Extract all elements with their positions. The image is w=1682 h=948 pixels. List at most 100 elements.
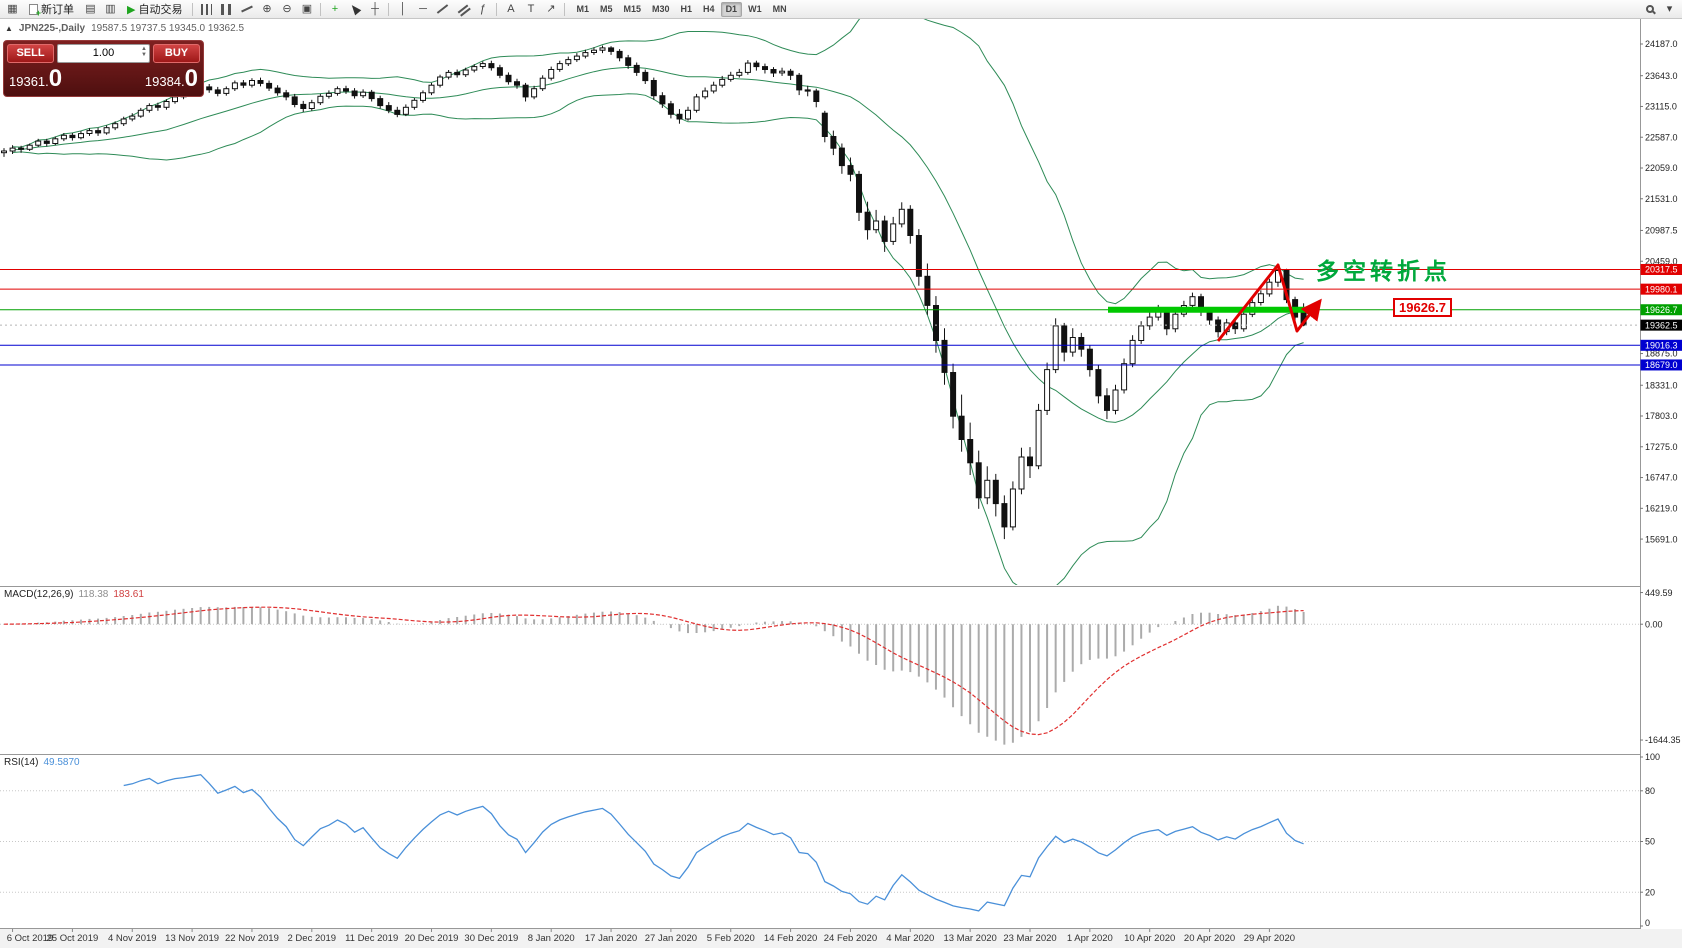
tile-windows-icon[interactable]: ▣ [301,2,313,15]
svg-text:19626.7: 19626.7 [1645,305,1678,315]
volume-value: 1.00 [92,47,115,59]
zoom-out-icon[interactable]: ⊖ [282,2,292,15]
channel-icon[interactable] [453,1,472,18]
rsi-indicator-label: RSI(14) 49.5870 [4,757,80,768]
svg-text:0: 0 [1645,918,1650,928]
svg-text:4 Nov 2019: 4 Nov 2019 [108,933,157,944]
chart-title: ▲ JPN225-,Daily 19587.5 19737.5 19345.0 … [5,23,244,34]
one-click-collapse-icon[interactable]: ▲ [5,24,13,33]
svg-text:17803.0: 17803.0 [1645,411,1678,421]
arrows-icon[interactable]: ↗ [546,2,556,15]
svg-text:24 Feb 2020: 24 Feb 2020 [824,933,877,944]
svg-text:13 Mar 2020: 13 Mar 2020 [943,933,996,944]
svg-text:1 Apr 2020: 1 Apr 2020 [1067,933,1113,944]
search-icon[interactable] [1640,1,1659,18]
autotrading-button[interactable]: ▶ 自动交易 [127,3,183,17]
chart-ohlc-values: 19587.5 19737.5 19345.0 19362.5 [91,23,245,34]
svg-text:20: 20 [1645,887,1655,897]
turning-point-annotation[interactable]: 多空转折点 [1316,258,1451,284]
price-level-tag[interactable]: 19626.7 [1393,298,1452,317]
timeframe-buttons: M1 M5 M15 M30 H1 H4 D1 W1 MN [571,1,791,17]
one-click-trading-panel: SELL 1.00 ▲ ▼ BUY 19361.0 19384.0 [3,40,204,97]
chart-profiles-icon[interactable]: ▤ [85,2,96,15]
text-label-icon[interactable]: T [527,2,535,15]
timeframe-m5[interactable]: M5 [599,3,613,14]
trend-arrow [1216,263,1322,342]
svg-text:23 Mar 2020: 23 Mar 2020 [1003,933,1056,944]
text-icon[interactable]: A [507,2,515,15]
sell-price[interactable]: 19361.0 [9,65,63,92]
svg-text:16219.0: 16219.0 [1645,504,1678,514]
macd-signal-value: 183.61 [113,589,144,600]
svg-text:23643.0: 23643.0 [1645,71,1678,81]
svg-text:15691.0: 15691.0 [1645,534,1678,544]
new-order-button[interactable]: 新订单 [23,1,80,18]
svg-text:80: 80 [1645,786,1655,796]
svg-text:8 Jan 2020: 8 Jan 2020 [528,933,575,944]
svg-text:10 Apr 2020: 10 Apr 2020 [1124,933,1175,944]
timeframe-d1[interactable]: D1 [720,1,743,17]
buy-price[interactable]: 19384.0 [144,65,198,92]
bar-chart-icon[interactable] [197,1,216,18]
svg-text:20987.5: 20987.5 [1645,226,1678,236]
svg-text:6 Oct 2019: 6 Oct 2019 [7,933,53,944]
macd-main-value: 118.38 [78,589,109,600]
svg-text:449.59: 449.59 [1645,588,1673,598]
svg-text:22059.0: 22059.0 [1645,163,1678,173]
chart-window-icon[interactable]: ▦ [7,2,18,15]
cursor-icon[interactable] [345,1,364,18]
timeframe-w1[interactable]: W1 [748,3,762,14]
svg-text:5 Feb 2020: 5 Feb 2020 [707,933,755,944]
crosshair-icon[interactable]: ┼ [371,2,379,15]
bar-chart-icon [201,3,213,15]
svg-text:11 Dec 2019: 11 Dec 2019 [345,933,398,944]
toolbar: ▦ 新订单 ▤ ▥ ▶自动交易 ⊕ ⊖ ▣ + ┼ │ ─ ƒ AT ↗ M1 M5 M15 M30 H1 H4 D1 W1… [0,0,1682,19]
channel-icon [457,4,469,14]
timeframe-h4[interactable]: H4 [703,3,715,14]
rsi-name: RSI(14) [4,757,39,768]
objects-dropdown-icon[interactable]: ▾ [1666,2,1673,15]
volume-input[interactable]: 1.00 ▲ ▼ [57,44,150,63]
svg-text:23115.0: 23115.0 [1645,102,1677,112]
sell-button[interactable]: SELL [7,44,54,63]
timeframe-m1[interactable]: M1 [576,3,589,14]
spinner-up-icon[interactable]: ▲ [141,46,147,52]
svg-text:18331.0: 18331.0 [1645,380,1678,390]
spinner-down-icon[interactable]: ▼ [141,52,147,58]
svg-text:22587.0: 22587.0 [1645,132,1678,142]
candlestick-chart-icon[interactable] [217,1,236,18]
indicators-icon[interactable]: + [331,2,339,15]
svg-text:25 Oct 2019: 25 Oct 2019 [47,933,99,944]
svg-text:13 Nov 2019: 13 Nov 2019 [165,933,219,944]
trendline-icon[interactable] [433,1,452,18]
volume-spinner[interactable]: ▲ ▼ [141,46,147,58]
toolbar-separator [192,2,194,16]
buy-button[interactable]: BUY [153,44,200,63]
toolbar-separator [388,2,390,16]
line-chart-icon[interactable] [237,1,256,18]
chart-symbol-period: JPN225-,Daily [18,23,86,34]
svg-text:20459.0: 20459.0 [1645,256,1678,266]
macd-indicator-label: MACD(12,26,9) 118.38 183.61 [4,589,144,600]
timeframe-h1[interactable]: H1 [680,3,693,14]
svg-text:17275.0: 17275.0 [1645,442,1678,452]
candlestick-chart-icon [221,3,233,15]
svg-text:21531.0: 21531.0 [1645,194,1678,204]
data-window-icon[interactable]: ▥ [105,2,116,15]
macd-pane [0,605,1640,745]
timeframe-m15[interactable]: M15 [623,3,642,14]
candles [1,45,1307,540]
horizontal-line-icon[interactable]: ─ [419,2,427,15]
timeframe-mn[interactable]: MN [772,3,787,14]
new-order [29,3,41,18]
zoom-in-icon[interactable]: ⊕ [262,2,272,15]
toolbar-separator [496,2,498,16]
fibonacci-icon[interactable]: ƒ [479,2,487,15]
timeframe-m30[interactable]: M30 [652,3,670,14]
vertical-line-icon[interactable]: │ [399,2,407,15]
price-axis: 24187.0 23643.0 23115.0 22587.0 22059.0 21531… [1640,19,1682,929]
svg-text:50: 50 [1645,837,1655,847]
rsi-pane [0,774,1640,912]
